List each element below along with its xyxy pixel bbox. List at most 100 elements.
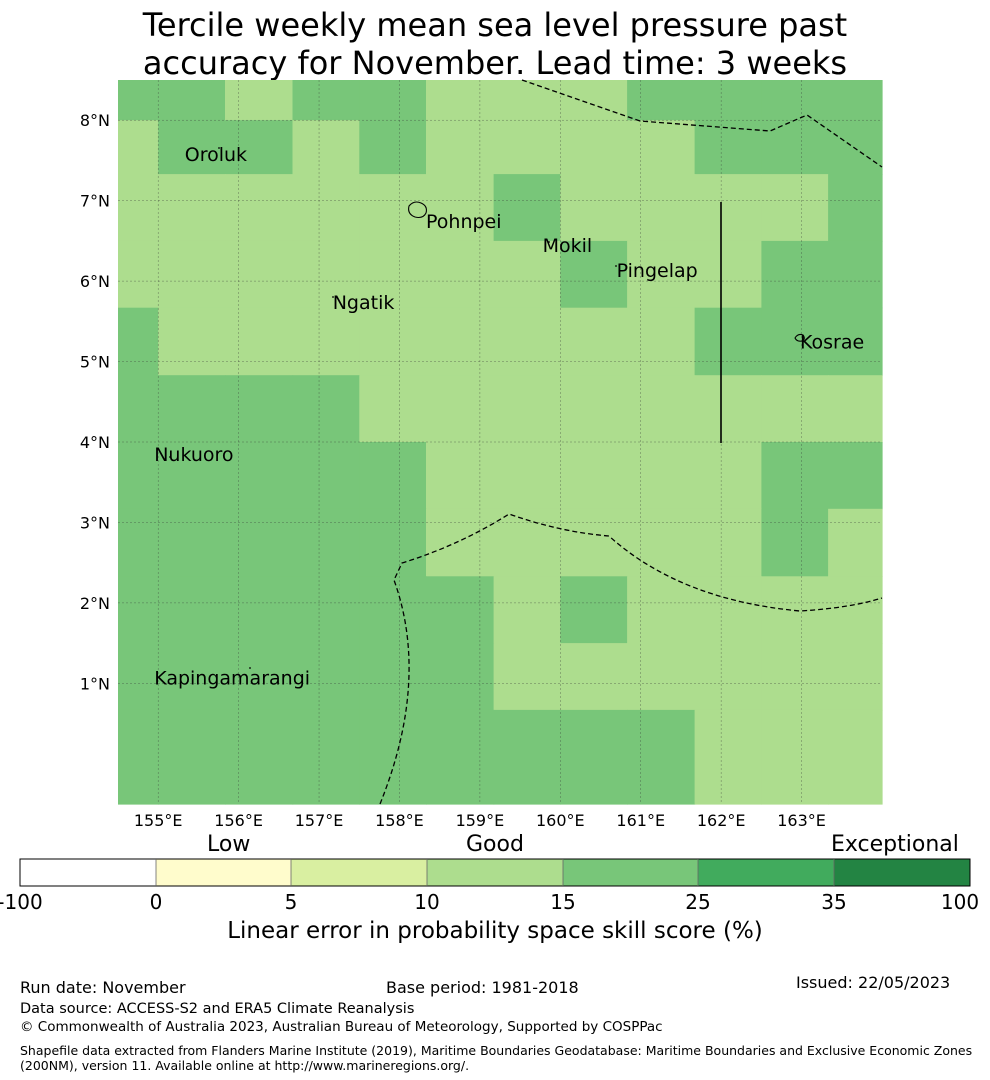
map-title: Tercile weekly mean sea level pressure p… [0, 6, 990, 82]
skill-cell [359, 375, 427, 443]
place-label: Mokil [543, 235, 593, 257]
skill-cell [828, 174, 883, 242]
skill-cell [292, 442, 360, 510]
skill-cell [426, 576, 495, 644]
skill-cell [560, 643, 628, 711]
skill-cell [292, 576, 360, 644]
skill-cell [493, 375, 561, 443]
skill-cell [292, 80, 360, 121]
skill-cell [560, 375, 628, 443]
skill-cell [761, 375, 829, 443]
skill-cell [292, 375, 360, 443]
place-labels: Oroluk Pohnpei Mokil Pingelap Ngatik Kosrae Nu… [154, 144, 864, 690]
skill-cell [493, 120, 561, 175]
skill-cell [627, 174, 696, 242]
skill-cell [828, 508, 883, 577]
skill-cell [761, 442, 829, 510]
skill-cell [158, 80, 226, 121]
skill-cell [627, 240, 696, 309]
colorbar-tick: 15 [550, 890, 576, 914]
skill-cell [118, 80, 159, 121]
skill-cell [627, 442, 696, 510]
island-outlines [408, 201, 805, 342]
skill-cell [627, 643, 696, 711]
skill-cell [828, 442, 883, 510]
place-label: Pingelap [617, 260, 698, 282]
colorbar-category-low: Low [207, 832, 251, 857]
skill-cell [627, 120, 696, 175]
skill-cell [761, 120, 829, 175]
eez-boundary-north [521, 79, 883, 168]
issued-date: Issued: 22/05/2023 [796, 973, 951, 992]
colorbar-segment [563, 859, 698, 886]
skill-cell [627, 80, 696, 121]
skill-cell [118, 307, 159, 376]
skill-cell [761, 643, 829, 711]
colorbar-tick: 100 [940, 890, 980, 914]
skill-cell [225, 643, 294, 711]
skill-cell [560, 240, 628, 309]
skill-cell [118, 442, 159, 510]
latitude-tick-label: 5°N [80, 353, 110, 372]
place-label: Pohnpei [426, 211, 502, 233]
skill-cell [694, 120, 762, 175]
skill-cell [560, 174, 628, 242]
skill-cell [426, 174, 495, 242]
skill-cell [158, 576, 226, 644]
skill-cell [627, 508, 696, 577]
latitude-tick-label: 8°N [80, 111, 110, 130]
skill-cell [761, 174, 829, 242]
skill-cell [158, 174, 226, 242]
skill-cell [761, 80, 829, 121]
skill-cell [359, 240, 427, 309]
skill-cell [426, 643, 495, 711]
colorbar-tick: 35 [821, 890, 847, 914]
skill-cell [761, 508, 829, 577]
colorbar-category-exceptional: Exceptional [831, 832, 959, 857]
skill-cell [426, 240, 495, 309]
skill-cell [694, 240, 762, 309]
longitude-tick-label: 162°E [697, 811, 746, 830]
longitude-tick-label: 161°E [616, 811, 665, 830]
skill-cell [359, 80, 427, 121]
shapefile-credit-line-1: Shapefile data extracted from Flanders M… [20, 1043, 973, 1058]
colorbar-category-good: Good [466, 832, 524, 857]
base-period: Base period: 1981-2018 [386, 978, 579, 997]
skill-cell [292, 240, 360, 309]
skill-cell [694, 442, 762, 510]
run-date: Run date: November [20, 978, 186, 997]
skill-cell [493, 174, 561, 242]
eez-boundary-south [379, 513, 883, 805]
skill-cell [828, 576, 883, 644]
skill-cell [225, 375, 294, 443]
colorbar-segment [427, 859, 563, 886]
skill-cell [694, 174, 762, 242]
latitude-tick-label: 6°N [80, 272, 110, 291]
skill-cell [225, 709, 294, 805]
skill-cell [560, 508, 628, 577]
skill-cell [292, 307, 360, 376]
skill-cell [761, 307, 829, 376]
skill-cell [359, 442, 427, 510]
skill-cell [694, 375, 762, 443]
skill-cell [158, 120, 226, 175]
longitude-tick-label: 159°E [456, 811, 505, 830]
skill-cell [118, 375, 159, 443]
skill-cell [292, 508, 360, 577]
skill-cell [560, 576, 628, 644]
skill-cell [426, 508, 495, 577]
skill-cell [828, 80, 883, 121]
colorbar-segment [834, 859, 970, 886]
skill-cell [292, 120, 360, 175]
place-label: Kapingamarangi [154, 668, 310, 690]
skill-cell [560, 442, 628, 510]
skill-cell [694, 80, 762, 121]
skill-cell [359, 508, 427, 577]
colorbar-tick: -100 [0, 890, 43, 914]
skill-cell [828, 240, 883, 309]
longitude-tick-label: 160°E [536, 811, 585, 830]
longitude-tick-label: 156°E [214, 811, 263, 830]
skill-cell [627, 576, 696, 644]
skill-cell [426, 375, 495, 443]
